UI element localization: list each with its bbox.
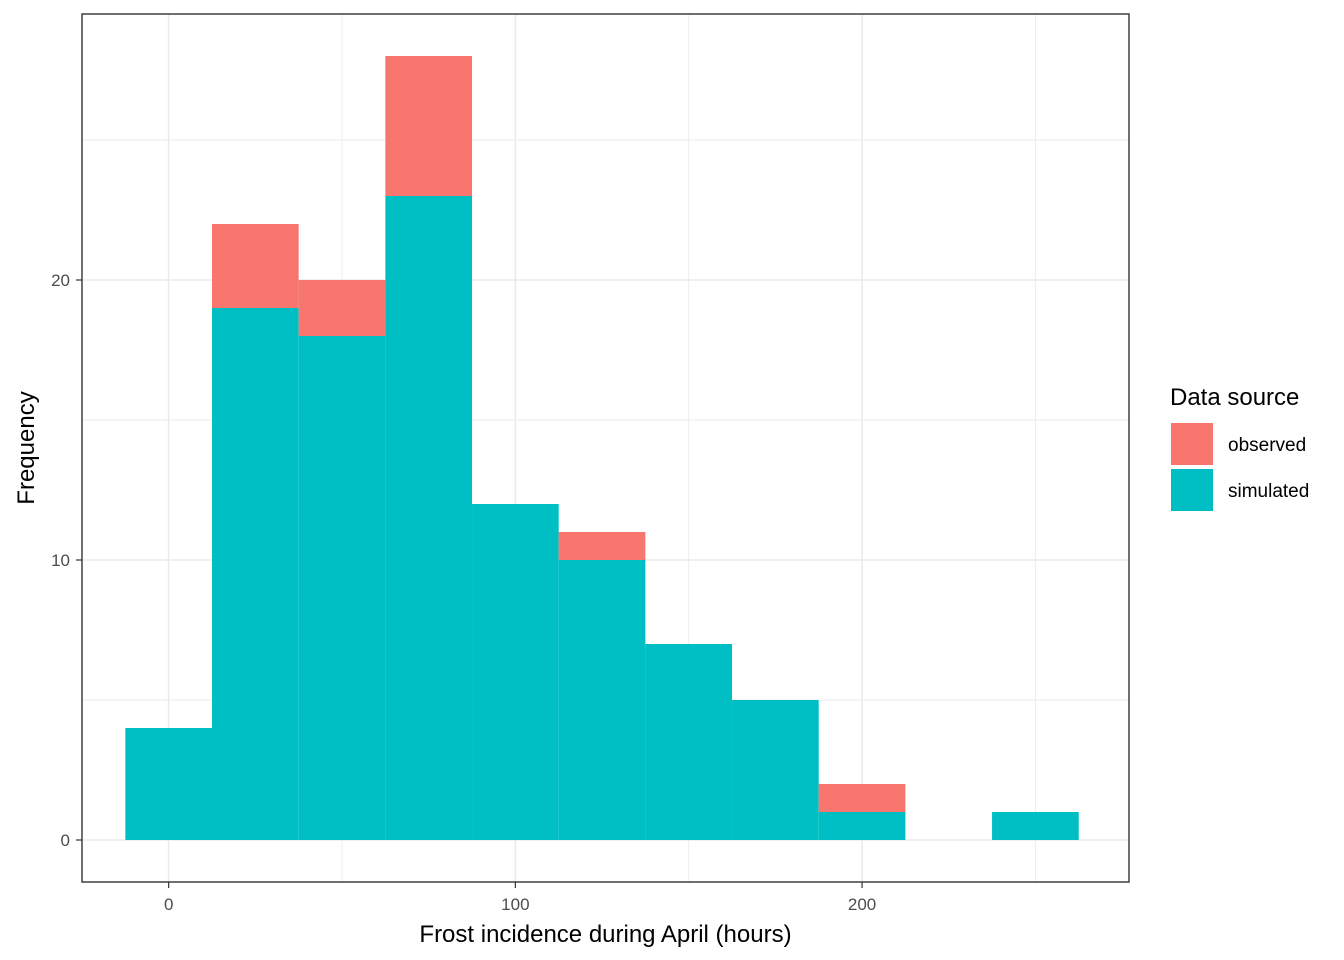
y-tick-label: 10 — [51, 551, 70, 570]
bar-simulated — [125, 728, 213, 840]
bar-simulated — [992, 812, 1079, 840]
y-tick-label: 0 — [61, 831, 70, 850]
bar-observed — [212, 224, 299, 308]
y-axis-title: Frequency — [13, 391, 40, 504]
y-tick-label: 20 — [51, 271, 70, 290]
panel-border — [81, 13, 1130, 883]
legend-title: Data source — [1170, 384, 1299, 411]
legend-label-observed: observed — [1228, 435, 1306, 456]
bar-observed — [558, 532, 646, 560]
bar-simulated — [385, 196, 473, 840]
bars — [125, 56, 1079, 840]
x-tick-label: 100 — [501, 895, 529, 914]
bar-simulated — [212, 308, 299, 840]
bar-simulated — [472, 504, 559, 840]
legend: Data source observed simulated — [1170, 384, 1309, 511]
bar-simulated — [645, 644, 733, 840]
x-axis-title: Frost incidence during April (hours) — [419, 921, 791, 948]
legend-label-simulated: simulated — [1228, 481, 1309, 502]
bar-simulated — [818, 812, 906, 840]
legend-key-observed — [1171, 423, 1213, 465]
bar-observed — [385, 56, 473, 196]
bar-observed — [818, 784, 906, 812]
bar-simulated — [732, 700, 819, 840]
bar-simulated — [298, 336, 386, 840]
legend-key-simulated — [1171, 469, 1213, 511]
x-tick-label: 0 — [164, 895, 173, 914]
x-tick-label: 200 — [848, 895, 876, 914]
axes: 0 100 200 0 10 20 — [51, 271, 876, 914]
bar-observed — [298, 280, 386, 336]
bar-simulated — [558, 560, 646, 840]
